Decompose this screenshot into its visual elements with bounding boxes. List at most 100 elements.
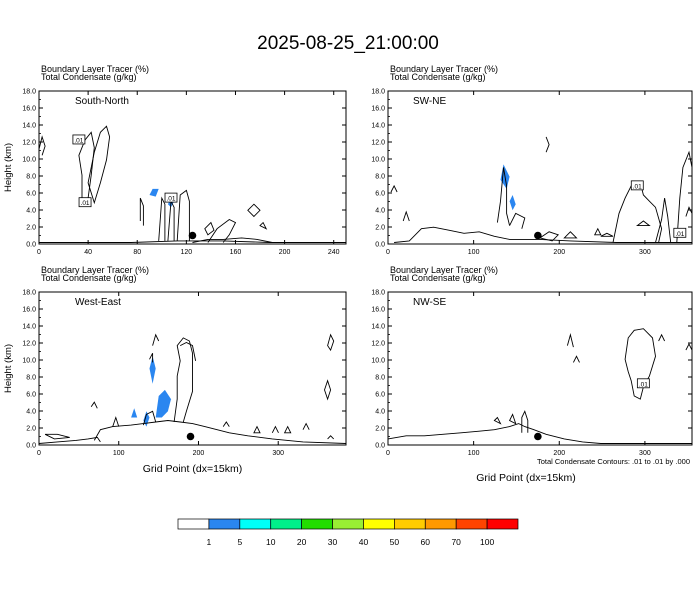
panel-header-tracer: Boundary Layer Tracer (%) [390, 265, 498, 275]
colorbar-label: 20 [297, 537, 307, 547]
condensate-contour [327, 435, 335, 440]
condensate-contour [139, 197, 144, 226]
y-tick-label: 14.0 [22, 123, 36, 130]
condensate-contour [685, 206, 693, 217]
condensate-contour [167, 199, 175, 241]
condensate-contour [192, 237, 273, 243]
condensate-contour [509, 212, 526, 229]
colorbar-label: 5 [237, 537, 242, 547]
contour-label: .01 [81, 200, 90, 207]
contour-label-box [673, 227, 687, 238]
tracer-fill [149, 356, 156, 384]
condensate-contour [247, 203, 261, 218]
location-marker [186, 432, 195, 441]
colorbar-swatch [239, 518, 272, 530]
y-tick-label: 0.0 [26, 242, 36, 249]
x-tick-label: 200 [279, 249, 291, 256]
y-tick-label: 14.0 [22, 324, 36, 331]
y-tick-label: 18.0 [22, 290, 36, 297]
colorbar-label: 40 [359, 537, 369, 547]
condensate-contour [612, 182, 663, 243]
condensate-contour [176, 189, 190, 241]
plot-frame [387, 291, 693, 446]
condensate-contour [600, 232, 614, 237]
x-tick-label: 300 [639, 249, 651, 256]
x-tick-label: 200 [553, 249, 565, 256]
condensate-contour [593, 227, 602, 236]
colorbar-swatch [363, 518, 395, 530]
condensate-contour [327, 333, 335, 352]
colorbar-label: 60 [421, 537, 431, 547]
y-tick-label: 0.0 [375, 242, 385, 249]
y-tick-label: 4.0 [375, 409, 385, 416]
condensate-contour [496, 167, 511, 226]
y-tick-label: 6.0 [375, 392, 385, 399]
panel-header-tracer: Boundary Layer Tracer (%) [41, 265, 149, 275]
contour-label-box [636, 378, 650, 389]
contour-label-box [630, 180, 644, 191]
colorbar-swatch [394, 518, 426, 530]
condensate-contour [179, 341, 197, 361]
colorbar-label: 30 [328, 537, 338, 547]
condensate-contour [152, 333, 160, 346]
x-tick-label: 0 [37, 249, 41, 256]
condensate-contour [38, 135, 46, 156]
y-tick-label: 18.0 [371, 290, 385, 297]
y-tick-label: 12.0 [22, 140, 36, 147]
y-tick-label: 12.0 [371, 341, 385, 348]
y-tick-label: 6.0 [375, 191, 385, 198]
condensate-contour [87, 125, 111, 205]
contour-label-box [78, 197, 92, 208]
x-tick-label: 120 [181, 249, 193, 256]
tracer-fill [131, 408, 138, 418]
y-tick-label: 14.0 [371, 123, 385, 130]
x-tick-label: 100 [113, 450, 125, 457]
y-tick-label: 4.0 [375, 208, 385, 215]
plot-frame [38, 90, 347, 245]
x-tick-label: 0 [37, 450, 41, 457]
condensate-contour [545, 136, 550, 153]
condensate-contour [253, 425, 261, 434]
condensate-contour [493, 416, 502, 425]
condensate-contour [222, 421, 230, 427]
x-tick-label: 300 [639, 450, 651, 457]
condensate-contour [402, 210, 410, 222]
panel-label: West-East [75, 297, 121, 308]
contour-label: .01 [74, 137, 83, 144]
panel-header-condensate: Total Condensate (g/kg) [41, 273, 137, 283]
y-tick-label: 8.0 [375, 174, 385, 181]
location-marker [534, 432, 542, 441]
panel-label: NW-SE [413, 297, 446, 308]
contour-label-box [164, 192, 178, 203]
contour-label: .01 [639, 381, 648, 388]
condensate-contour [283, 425, 292, 434]
x-axis-label-right: Grid Point (dx=15km) [476, 472, 576, 484]
colorbar-swatch [424, 518, 457, 530]
y-tick-label: 2.0 [26, 225, 36, 232]
x-tick-label: 0 [386, 249, 390, 256]
y-axis-label: Height (km) [3, 344, 14, 393]
condensate-contour [387, 423, 692, 444]
colorbar-swatch [270, 518, 302, 530]
tracer-fill [143, 411, 150, 427]
y-tick-label: 6.0 [26, 191, 36, 198]
condensate-contour [149, 352, 154, 363]
y-tick-label: 2.0 [375, 426, 385, 433]
colorbar-label: 70 [451, 537, 461, 547]
condensate-contour [390, 184, 398, 193]
condensate-contour [112, 416, 120, 427]
condensate-contour [142, 410, 157, 426]
location-marker [534, 231, 542, 240]
colorbar-swatch [332, 518, 364, 530]
panel-header-tracer: Boundary Layer Tracer (%) [41, 64, 149, 74]
condensate-contour [204, 221, 215, 236]
colorbar-label: 50 [390, 537, 400, 547]
x-tick-label: 100 [468, 249, 480, 256]
panel-label: SW-NE [413, 96, 446, 107]
colorbar-swatch [486, 518, 519, 530]
tracer-fill [155, 389, 171, 418]
colorbar-swatch [301, 518, 333, 530]
condensate-contour [93, 420, 347, 444]
plot-frame [387, 90, 693, 245]
